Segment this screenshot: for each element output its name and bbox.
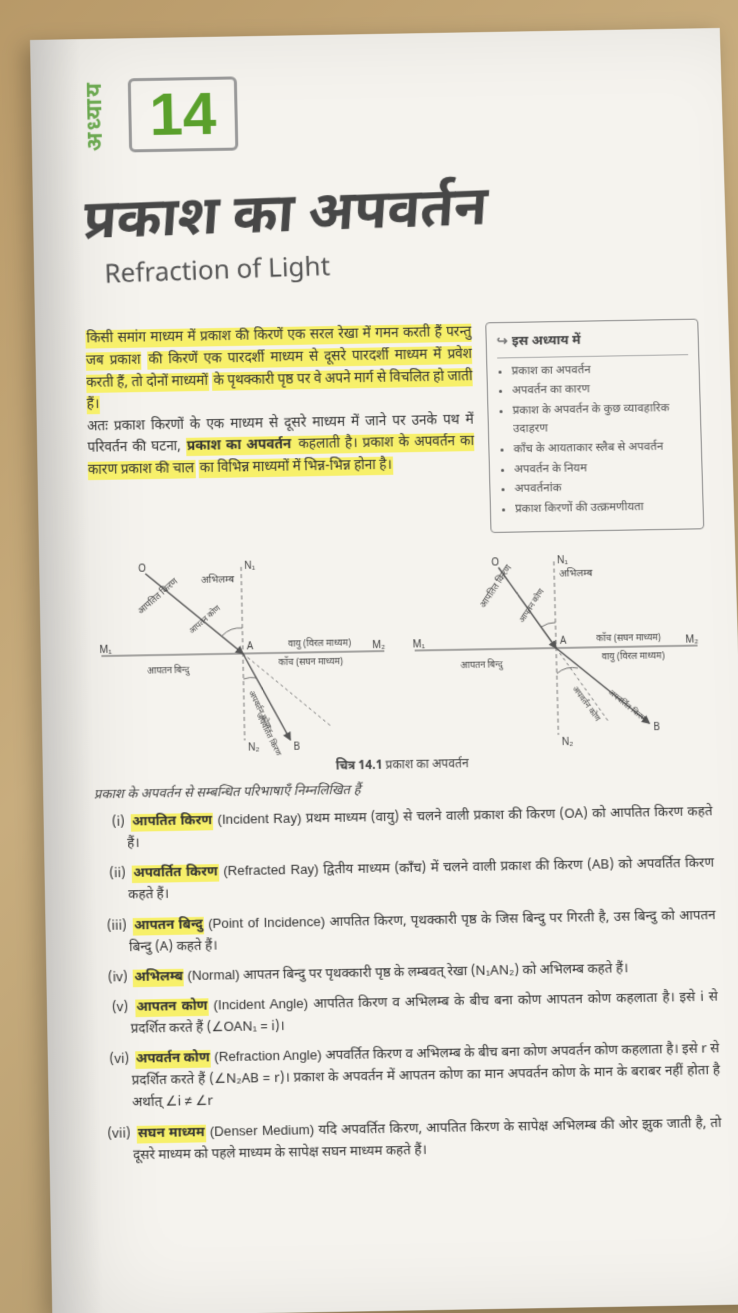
lbl-incidence-pt-r: आपतन बिन्दु [460,658,504,672]
def-num: (iv) [97,967,130,989]
lbl-N1: N₁ [244,561,256,574]
lbl-incident-angle-l: आपतन कोण [187,603,223,637]
photo-background: अध्याय 14 प्रकाश का अपवर्तन Refraction o… [0,0,738,1313]
lbl-incident-ray-l: आपतित किरण [135,575,181,618]
def-eng: (Refracted Ray) [223,862,319,879]
sidebar-item: प्रकाश का अपवर्तन [511,360,688,381]
sidebar-item: अपवर्तन के नियम [514,458,692,479]
definitions-list: (i) आपतित किरण (Incident Ray) प्रथम माध्… [94,800,722,1168]
def-eng: (Denser Medium) [210,1121,315,1138]
intro-line-5: का विभिन्न माध्यमों में भिन्न-भिन्न होना… [199,456,393,478]
lbl-glass-l: काँच (सघन माध्यम) [278,655,343,669]
def-term: अपवर्तन कोण [135,1050,211,1069]
definition-item: (vi) अपवर्तन कोण (Refraction Angle) अपवर… [98,1037,720,1116]
def-num: (v) [98,998,131,1020]
def-num: (ii) [95,864,128,886]
lbl-M1: M₁ [99,645,112,659]
def-term: आपतन कोण [135,998,208,1017]
title-block: प्रकाश का अपवर्तन Refraction of Light [83,183,697,290]
lbl-air-r: वायु (विरल माध्यम) [602,649,665,663]
sidebar-list: प्रकाश का अपवर्तन अपवर्तन का कारण प्रकाश… [497,360,693,520]
chapter-number-box: 14 [128,76,238,152]
def-term: आपतित किरण [131,813,213,832]
definition-item: (v) आपतन कोण (Incident Angle) आपतित किरण… [98,985,719,1042]
arrow-icon: ↪ [497,333,508,348]
sidebar-title: ↪ इस अध्याय में [497,328,689,358]
def-eng: (Incident Angle) [213,995,308,1012]
sidebar-item: प्रकाश किरणों की उत्क्रमणीयता [515,498,693,519]
def-term: सघन माध्यम [137,1124,206,1143]
diagram-row: O N₁ N₂ A B M₁ M₂ अभिलम्ब आपतित किरण आपत… [89,544,710,759]
lbl-incidence-pt-l: आपतन बिन्दु [147,664,191,678]
def-term: आपतन बिन्दु [133,916,204,935]
lbl-N2-r: N₂ [561,737,573,751]
definition-item: (vii) सघन माध्यम (Denser Medium) यदि अपव… [100,1111,723,1168]
refraction-diagram-left: O N₁ N₂ A B M₁ M₂ अभिलम्ब आपतित किरण आपत… [89,549,396,758]
lbl-A: A [247,641,254,654]
def-eng: (Point of Incidence) [208,913,325,931]
lbl-air-l: वायु (विरल माध्यम) [288,636,351,650]
sidebar-item: प्रकाश के अपवर्तन के कुछ व्यावहारिक उदाह… [512,400,690,439]
definition-item: (iii) आपतन बिन्दु (Point of Incidence) आ… [96,903,716,960]
sidebar-item: अपवर्तन का कारण [512,380,690,401]
lbl-normal-l: अभिलम्ब [201,573,235,588]
lbl-O-r: O [491,557,499,570]
chapter-contents-box: ↪ इस अध्याय में प्रकाश का अपवर्तन अपवर्तन… [485,319,704,533]
lbl-M1-r: M₁ [412,639,426,653]
def-eng: (Refraction Angle) [214,1047,322,1064]
def-text: आपतन बिन्दु पर पृथक्कारी पृष्ठ के लम्बवत… [243,961,628,985]
chapter-title-hindi: प्रकाश का अपवर्तन [81,183,489,257]
lbl-M2-r: M₂ [685,634,699,648]
lbl-incident-angle-r: आपतन कोण [517,587,547,625]
definition-item: (ii) अपवर्तित किरण (Refracted Ray) द्वित… [95,851,715,907]
lbl-B-r: B [653,722,660,735]
sidebar-item: काँच के आयताकार स्लैब से अपवर्तन [513,438,691,459]
intro-line-4c: प्रकाश का अपवर्तन [186,436,293,456]
def-term: अपवर्तित किरण [132,864,219,883]
def-num: (vii) [100,1123,133,1146]
def-term: अभिलम्ब [133,969,184,987]
lbl-B: B [293,742,300,755]
def-text: प्रथम माध्यम (वायु) से चलने वाली प्रकाश … [127,804,713,854]
def-eng: (Normal) [187,967,239,983]
intro-row: किसी समांग माध्यम में प्रकाश की किरणें ए… [85,319,704,540]
lbl-normal-r: अभिलम्ब [559,567,593,582]
def-num: (vi) [99,1049,132,1071]
definition-item: (iv) अभिलम्ब (Normal) आपतन बिन्दु पर पृथ… [97,955,717,990]
lbl-refracted-ray-r: अपवर्तित किरण [605,687,649,726]
def-eng: (Incident Ray) [217,810,301,827]
lbl-N2: N₂ [248,742,260,756]
def-num: (iii) [96,916,129,938]
lbl-N1-r: N₁ [557,555,569,568]
intro-line-4b: घटना, [151,438,186,457]
refraction-diagram-right: O N₁ N₂ A B M₁ M₂ अभिलम्ब आपतित किरण आपत… [402,544,710,753]
figure-caption-text: प्रकाश का अपवर्तन [385,756,468,774]
figure-number: चित्र 14.1 [336,758,383,775]
definition-item: (i) आपतित किरण (Incident Ray) प्रथम माध्… [94,800,713,856]
lbl-O: O [138,564,146,577]
lbl-M2: M₂ [372,640,386,654]
chapter-header: अध्याय 14 [81,68,693,153]
def-num: (i) [94,812,127,834]
sidebar-item: अपवर्तनांक [514,478,692,499]
lbl-A-r: A [560,636,567,649]
definitions-intro: प्रकाश के अपवर्तन से सम्बन्धित परिभाषाएँ… [94,776,712,804]
lbl-glass-r: काँच (सघन माध्यम) [596,631,661,645]
intro-paragraph: किसी समांग माध्यम में प्रकाश की किरणें ए… [85,323,475,483]
chapter-label-vertical: अध्याय [81,80,111,151]
sidebar-title-text: इस अध्याय में [512,333,581,351]
textbook-page: अध्याय 14 प्रकाश का अपवर्तन Refraction o… [30,28,738,1313]
